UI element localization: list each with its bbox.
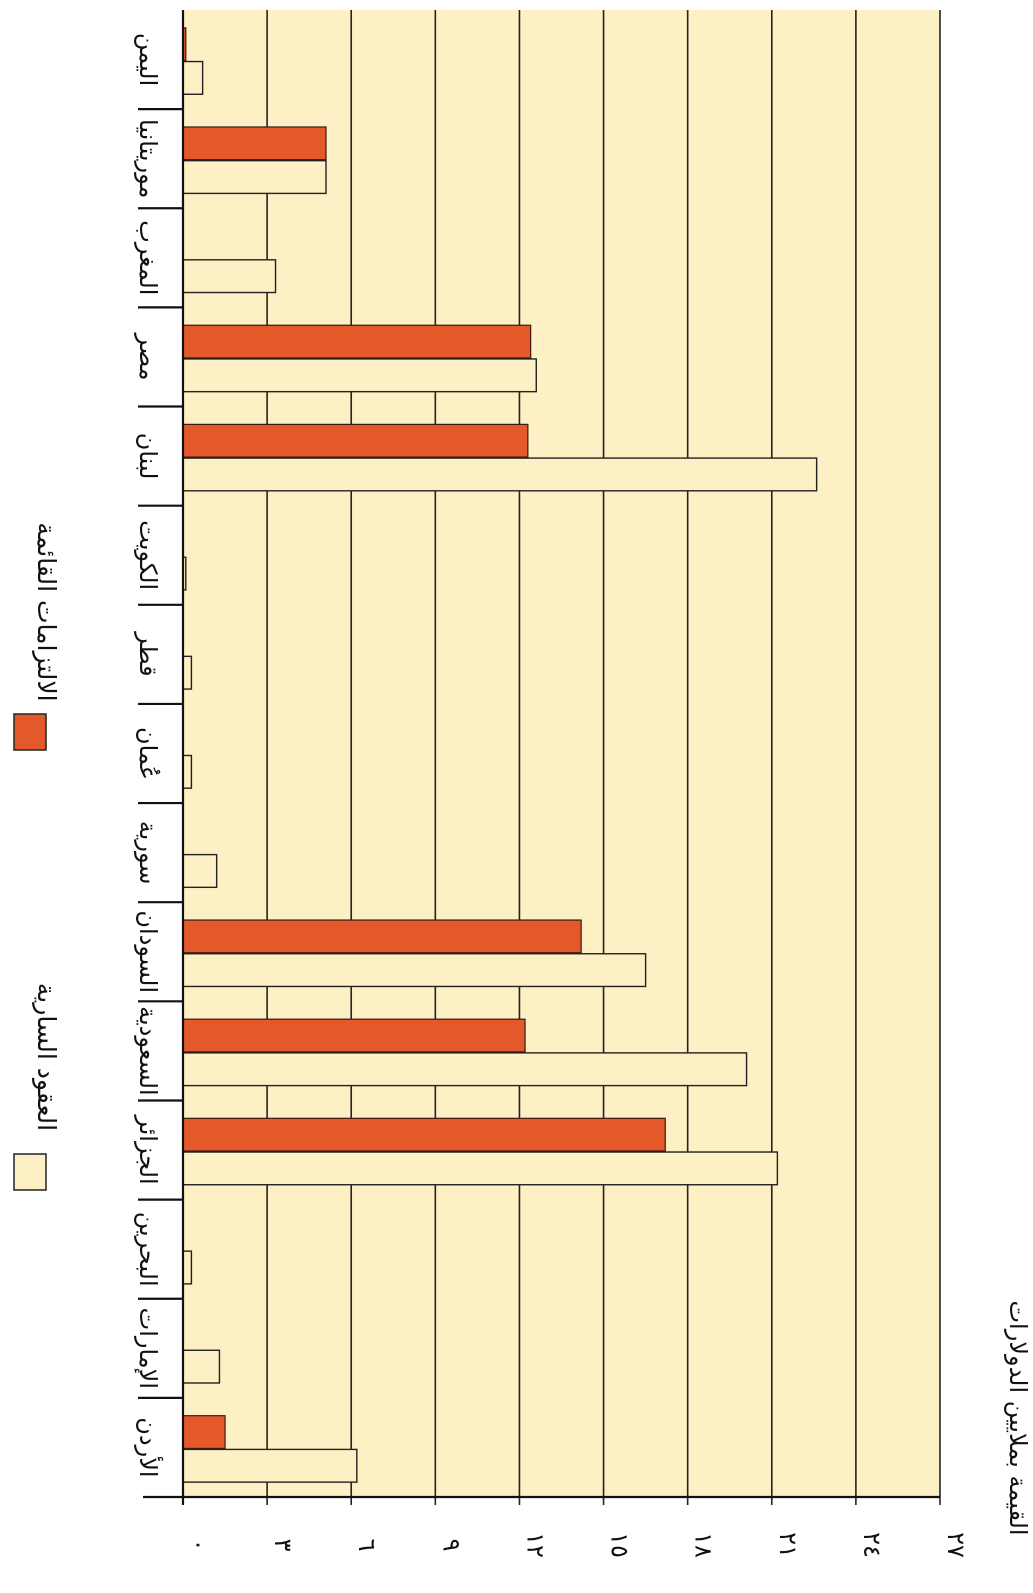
category-label: لبنان <box>134 433 162 480</box>
bar-committed <box>182 1018 526 1053</box>
bar-contracts <box>182 1448 358 1483</box>
legend-label-committed: الالتزامات القائمة <box>32 522 61 701</box>
bar-committed <box>182 423 529 458</box>
bar-committed <box>182 126 327 161</box>
category-label: المغرب <box>134 220 162 295</box>
bar-contracts <box>182 457 818 492</box>
category-label: الأردن <box>134 1417 163 1477</box>
tick-label: ١٥ <box>606 1532 634 1558</box>
bar-contracts <box>182 853 218 889</box>
bar-contracts <box>182 655 193 690</box>
category-label: الكويت <box>134 520 162 590</box>
legend-label-contracts: العقود السارية <box>32 983 61 1131</box>
bar-committed <box>182 919 582 954</box>
category-label: السودان <box>134 910 162 993</box>
bar-committed <box>182 1415 226 1450</box>
category-label: قطر <box>134 631 162 676</box>
bar-contracts <box>182 1151 779 1186</box>
bar-contracts <box>182 953 647 988</box>
tick-label: ٢١ <box>774 1532 802 1558</box>
bar-committed <box>182 324 532 359</box>
axes <box>138 10 940 1505</box>
category-label: عُمان <box>134 727 162 780</box>
category-label: مصر <box>134 333 162 381</box>
tick-label: ٠ <box>185 1539 213 1552</box>
category-label: اليمن <box>134 33 162 86</box>
tick-label: ١٢ <box>521 1532 549 1558</box>
tick-labels: ٠ ٣ ٦ ٩ ١٢ ١٥ ١٨ ٢١ ٢٤ ٢٧ <box>185 1532 970 1558</box>
legend-swatch-committed <box>13 713 47 751</box>
legend-swatch-contracts <box>13 1153 47 1191</box>
bar-contracts <box>182 754 193 789</box>
tick-label: ٦ <box>353 1539 381 1552</box>
bar-contracts <box>182 1349 221 1384</box>
bar-contracts <box>182 159 327 195</box>
tick-label: ٢٧ <box>942 1532 970 1558</box>
bar-contracts <box>182 1250 193 1285</box>
tick-label: ٩ <box>437 1539 465 1552</box>
bar-contracts <box>182 60 204 95</box>
category-labels: اليمن موريتانيا المغرب مصر لبنان الكويت قطر عُم… <box>134 33 163 1478</box>
value-axis-title: القيمة بملايين الدولارات <box>1004 1300 1032 1535</box>
bar-committed <box>182 1117 666 1152</box>
bar-contracts <box>182 259 277 294</box>
category-label: السعودية <box>134 1006 162 1096</box>
bar-contracts <box>182 1052 748 1087</box>
category-label: سورية <box>134 821 162 885</box>
bar-contracts <box>182 358 537 393</box>
category-label: الإمارات <box>134 1308 162 1389</box>
category-label: البحرين <box>134 1212 162 1287</box>
tick-label: ١٨ <box>690 1532 718 1558</box>
tick-label: ٣ <box>269 1539 297 1552</box>
legend: الالتزامات القائمة العقود السارية <box>13 522 61 1191</box>
category-label: الجزائر <box>134 1114 162 1184</box>
category-label: موريتانيا <box>134 119 162 198</box>
tick-label: ٢٤ <box>858 1532 886 1558</box>
bars <box>182 27 818 1483</box>
plot-background <box>183 10 940 1497</box>
